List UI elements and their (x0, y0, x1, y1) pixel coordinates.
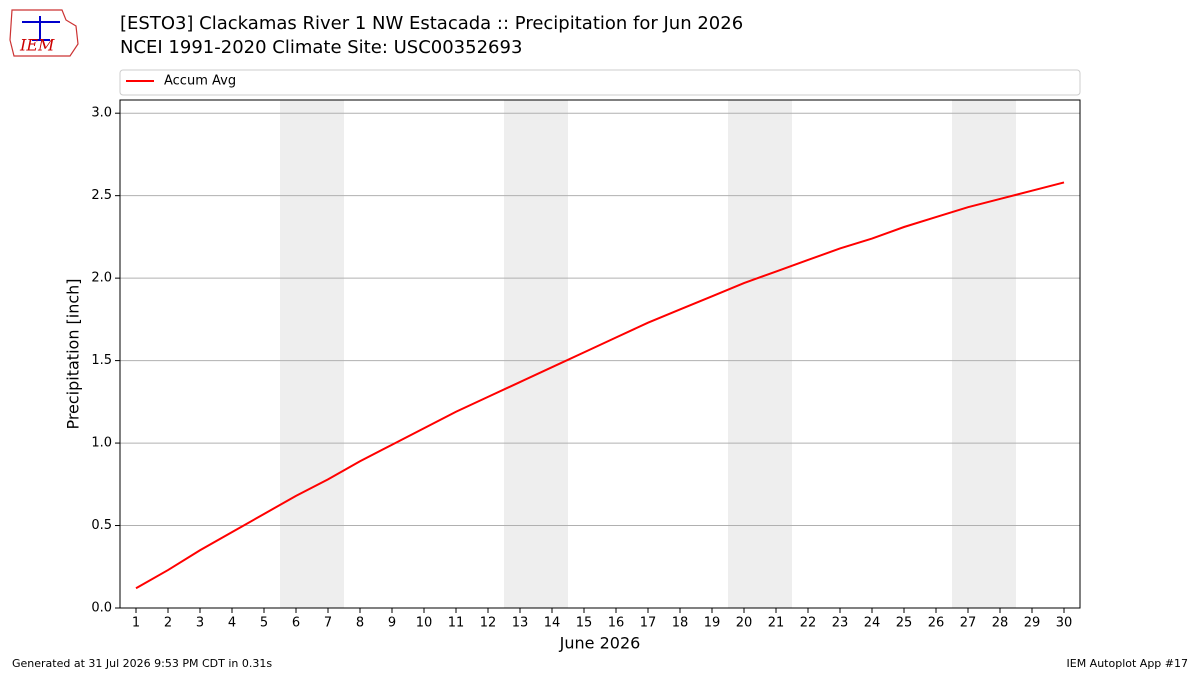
plot-frame (119, 99, 1081, 609)
chart-title: [ESTO3] Clackamas River 1 NW Estacada ::… (120, 13, 743, 34)
x-tick-label: 1 (132, 616, 140, 631)
x-tick-label: 3 (196, 616, 204, 631)
weekend-span (952, 100, 1016, 608)
y-tick-label: 2.5 (91, 188, 112, 203)
x-tick-label: 27 (960, 616, 977, 631)
x-tick-label: 23 (832, 616, 849, 631)
x-tick-label: 19 (704, 616, 721, 631)
weekend-span (728, 100, 792, 608)
x-tick-label: 17 (640, 616, 657, 631)
logo-icon (22, 16, 60, 41)
x-tick-label: 20 (736, 616, 753, 631)
footer-left: Generated at 31 Jul 2026 9:53 PM CDT in … (12, 657, 272, 670)
logo-outline (9, 9, 79, 57)
x-tick-label: 6 (292, 616, 300, 631)
x-tick-label: 2 (164, 616, 172, 631)
x-tick-label: 29 (1024, 616, 1041, 631)
chart-subtitle: NCEI 1991-2020 Climate Site: USC00352693 (120, 37, 522, 58)
x-tick-label: 28 (992, 616, 1009, 631)
plot: 0.00.51.01.52.02.53.01 2 3 4 5 6 7 8 9 10 11 12 13 14… (91, 99, 1081, 631)
x-tick-label: 25 (896, 616, 913, 631)
x-tick-label: 11 (448, 616, 465, 631)
x-tick-label: 5 (260, 616, 268, 631)
weekend-span (504, 100, 568, 608)
weekend-span (280, 100, 344, 608)
y-tick-label: 1.0 (91, 436, 112, 451)
x-tick-label: 22 (800, 616, 817, 631)
x-axis-label: June 2026 (559, 634, 641, 653)
y-tick-label: 0.0 (91, 601, 112, 616)
y-tick-label: 3.0 (91, 106, 112, 121)
x-tick-label: 10 (416, 616, 433, 631)
x-tick-label: 4 (228, 616, 236, 631)
x-tick-label: 18 (672, 616, 689, 631)
x-tick-label: 8 (356, 616, 364, 631)
x-tick-label: 15 (576, 616, 593, 631)
line (135, 181, 1065, 590)
x-tick-label: 16 (608, 616, 625, 631)
x-tick-label: 26 (928, 616, 945, 631)
logo-text: IEM (19, 36, 55, 55)
x-tick-label: 13 (512, 616, 529, 631)
x-tick-label: 12 (480, 616, 497, 631)
x-tick-label: 9 (388, 616, 396, 631)
y-tick-label: 1.5 (91, 353, 112, 368)
y-tick-label: 2.0 (91, 271, 112, 286)
x-tick-label: 14 (544, 616, 561, 631)
x-tick-label: 21 (768, 616, 785, 631)
x-tick-label: 30 (1056, 616, 1073, 631)
footer-right: IEM Autoplot App #17 (1067, 657, 1189, 670)
y-tick-label: 0.5 (91, 518, 112, 533)
legend-label: Accum Avg (164, 74, 236, 89)
x-tick-label: 7 (324, 616, 332, 631)
logo: IEM (9, 9, 79, 57)
x-tick-label: 24 (864, 616, 881, 631)
y-axis-label: Precipitation [inch] (64, 278, 83, 429)
legend-box (119, 69, 1081, 96)
